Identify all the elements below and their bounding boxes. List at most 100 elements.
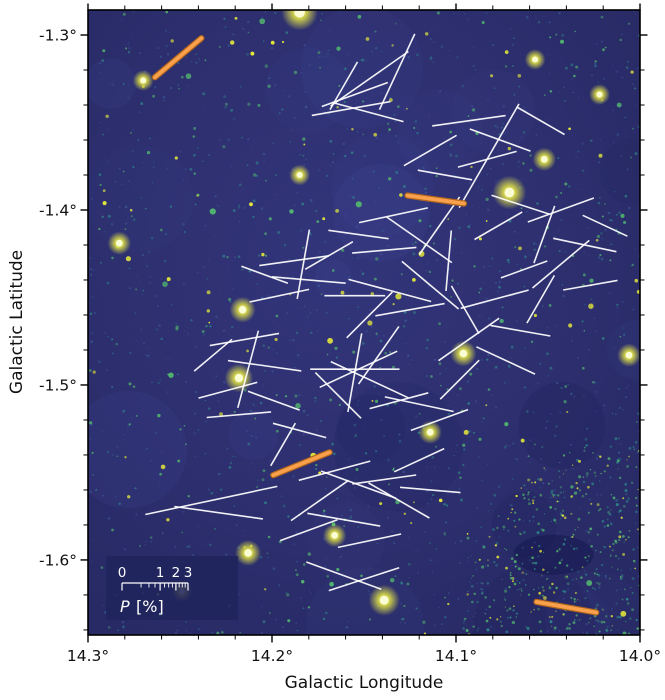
star — [610, 243, 613, 246]
star — [357, 306, 360, 309]
star — [514, 525, 517, 528]
star — [139, 111, 142, 114]
star — [101, 605, 104, 607]
star — [515, 612, 519, 615]
star — [187, 495, 190, 498]
star — [470, 165, 473, 169]
star — [494, 365, 498, 369]
star — [166, 168, 169, 170]
nebula-blob — [228, 409, 279, 460]
star — [511, 508, 514, 511]
star — [418, 413, 421, 415]
star — [487, 353, 490, 357]
star — [504, 65, 508, 68]
star — [607, 211, 611, 215]
star — [223, 95, 227, 99]
star — [463, 13, 466, 15]
star — [183, 230, 187, 234]
star — [458, 242, 460, 244]
star — [536, 202, 539, 205]
star — [593, 471, 597, 474]
star — [615, 503, 619, 507]
star — [406, 582, 410, 586]
star — [435, 445, 437, 448]
star — [367, 505, 370, 508]
star — [596, 533, 599, 536]
star — [599, 551, 602, 554]
star — [565, 627, 569, 630]
star — [232, 118, 235, 121]
polarization-vector — [272, 422, 327, 439]
star — [521, 546, 524, 549]
star — [415, 415, 418, 418]
star — [624, 483, 628, 486]
star — [208, 543, 212, 547]
star — [265, 179, 267, 182]
star — [611, 607, 614, 610]
star — [101, 59, 105, 62]
star — [139, 280, 142, 282]
star — [595, 475, 597, 477]
star — [424, 187, 427, 191]
star — [449, 602, 451, 604]
star — [162, 96, 166, 99]
star — [606, 506, 609, 509]
star — [141, 253, 145, 257]
star — [135, 339, 137, 341]
star — [544, 427, 548, 430]
star — [166, 53, 170, 56]
star — [512, 442, 515, 445]
star — [160, 464, 166, 470]
star — [556, 382, 559, 385]
star — [160, 277, 163, 280]
star — [193, 196, 196, 198]
star — [329, 398, 333, 402]
star — [583, 570, 586, 573]
star — [541, 574, 543, 577]
star — [157, 381, 160, 384]
star — [407, 53, 409, 55]
star — [421, 143, 423, 145]
star — [346, 53, 348, 56]
star — [264, 588, 267, 591]
star — [255, 161, 259, 165]
star — [472, 625, 476, 628]
star — [341, 255, 343, 257]
star — [226, 256, 229, 259]
star — [149, 137, 151, 140]
star — [622, 327, 625, 329]
star — [162, 281, 168, 288]
star — [444, 616, 447, 619]
star — [433, 358, 437, 361]
polarization-vector — [271, 276, 346, 284]
star — [250, 434, 253, 437]
plot-frame — [87, 9, 641, 636]
star — [488, 265, 491, 268]
star — [527, 498, 530, 501]
star — [607, 626, 609, 628]
star — [146, 265, 148, 267]
star — [387, 122, 390, 125]
scalebar-number: 0 — [118, 565, 127, 581]
star — [636, 528, 639, 531]
star — [345, 626, 349, 629]
star — [564, 66, 568, 70]
star — [578, 489, 582, 492]
star — [225, 553, 228, 556]
star — [511, 620, 516, 625]
star — [449, 130, 453, 134]
star — [402, 470, 405, 474]
star — [183, 424, 186, 427]
star — [232, 33, 235, 36]
star — [521, 563, 524, 565]
star — [335, 356, 338, 359]
star — [302, 607, 305, 610]
star — [365, 37, 370, 41]
star — [617, 457, 620, 460]
star — [634, 522, 637, 525]
star — [458, 387, 462, 391]
star — [403, 512, 406, 515]
star — [349, 508, 353, 512]
star — [261, 605, 263, 608]
star — [375, 137, 378, 140]
